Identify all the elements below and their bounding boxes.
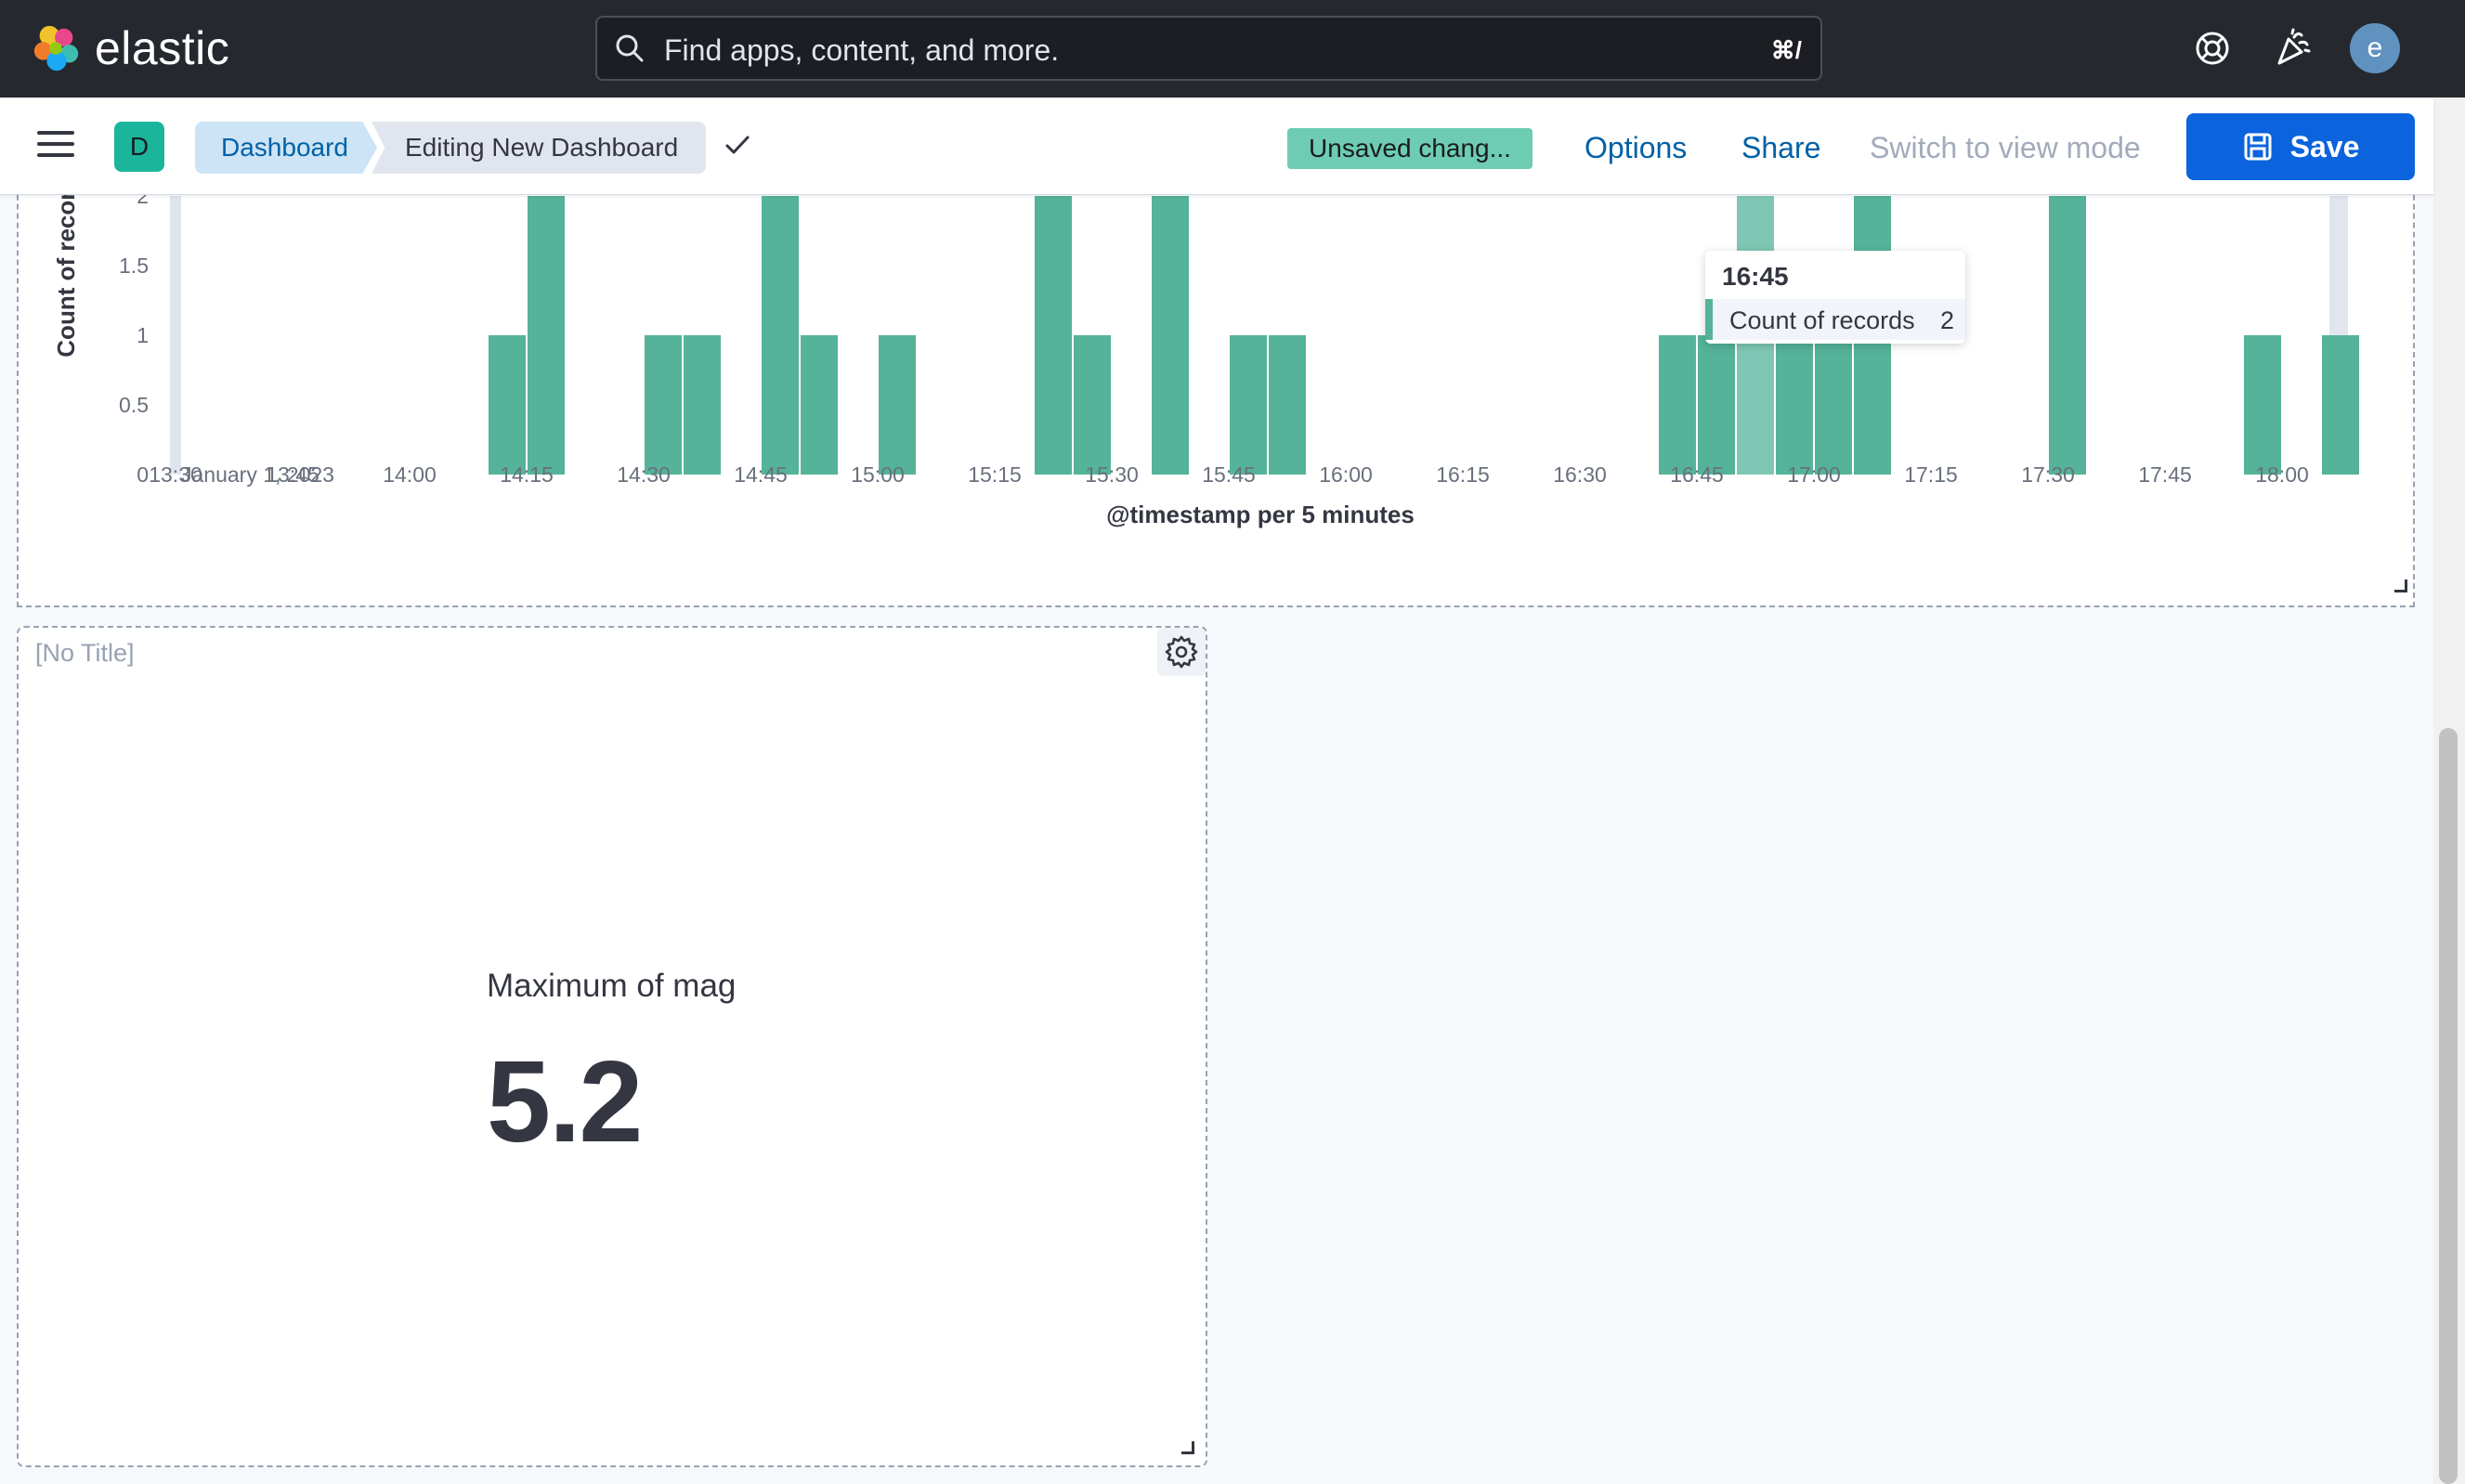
x-tick-label: 14:30	[617, 462, 671, 487]
space-avatar[interactable]: D	[114, 122, 164, 172]
global-search-input[interactable]: Find apps, content, and more. ⌘/	[595, 16, 1822, 81]
tooltip-value: 2	[1939, 306, 1954, 334]
x-tick-label: 15:00	[851, 462, 905, 487]
chart-bar	[801, 335, 838, 475]
x-tick-label: 16:30	[1553, 462, 1607, 487]
chart-bar	[1074, 335, 1111, 475]
x-tick-label: 15:45	[1202, 462, 1256, 487]
x-tick-label: 17:00	[1787, 462, 1841, 487]
panel-options-button[interactable]	[1157, 628, 1206, 676]
options-link[interactable]: Options	[1585, 131, 1688, 164]
chart-bar	[684, 335, 721, 475]
x-tick-label: 18:00	[2255, 462, 2309, 487]
chart-bar	[762, 196, 799, 475]
x-tick-label: 14:00	[383, 462, 437, 487]
save-button[interactable]: Save	[2186, 113, 2415, 180]
search-icon	[616, 34, 644, 62]
x-tick-label: 16:15	[1436, 462, 1490, 487]
x-tick-label: 13:30	[149, 462, 202, 487]
dashboard-toolbar: D Dashboard Editing New Dashboard Unsave…	[0, 98, 2433, 195]
gear-icon	[1165, 635, 1198, 669]
elastic-logo[interactable]: elastic	[30, 20, 229, 76]
user-avatar[interactable]: e	[2350, 23, 2400, 73]
breadcrumb-current: Editing New Dashboard	[372, 122, 706, 174]
save-icon	[2244, 133, 2272, 161]
newsfeed-icon[interactable]	[2268, 24, 2316, 72]
tooltip-title: 16:45	[1722, 262, 1789, 291]
chart-bar	[1815, 335, 1852, 475]
histogram-panel[interactable]: 0 0.5 1 1.5 2 13:30 January 1, 2023 13:45 14:00 1…	[17, 130, 2415, 607]
x-tick-label: January 1, 2023	[181, 462, 334, 487]
chart-bar	[528, 196, 565, 475]
x-tick-label: 15:30	[1085, 462, 1139, 487]
save-label: Save	[2289, 129, 2360, 163]
y-tick-label: 0.5	[119, 393, 149, 417]
tooltip-label: Count of records	[1729, 306, 1915, 334]
x-tick-label: 17:30	[2021, 462, 2075, 487]
search-shortcut: ⌘/	[1770, 36, 1802, 64]
logo-text: elastic	[95, 22, 230, 74]
breadcrumb-dashboard[interactable]: Dashboard	[195, 122, 377, 174]
chart-bar	[1035, 196, 1072, 475]
chart-tooltip: 16:45 Count of records 2	[1705, 251, 1965, 344]
global-header: elastic Find apps, content, and more. ⌘/…	[0, 0, 2465, 98]
chart-bar	[2322, 335, 2359, 475]
share-link[interactable]: Share	[1741, 131, 1821, 164]
metric-value: 5.2	[487, 1038, 643, 1166]
x-tick-label: 14:45	[734, 462, 788, 487]
page-scrollbar-thumb[interactable]	[2439, 728, 2458, 1484]
metric-panel[interactable]: [No Title] Maximum of mag 5.2	[17, 626, 1207, 1467]
chart-bar	[645, 335, 682, 475]
chart-bar	[1269, 335, 1306, 475]
y-tick-label: 1.5	[119, 254, 149, 278]
x-tick-label: 14:15	[500, 462, 554, 487]
x-tick-label: 16:45	[1670, 462, 1724, 487]
chart-bar	[489, 335, 526, 475]
x-tick-label: 15:15	[968, 462, 1022, 487]
x-tick-label: 13:45	[266, 462, 320, 487]
metric-label: Maximum of mag	[487, 968, 737, 1004]
y-tick-label: 1	[137, 323, 149, 347]
x-tick-label: 17:45	[2138, 462, 2192, 487]
y-tick-label: 0	[137, 462, 149, 487]
elastic-logo-icon	[33, 25, 79, 72]
panel-resize-handle[interactable]	[1181, 1441, 1194, 1454]
chart-bar	[2049, 196, 2086, 475]
help-icon[interactable]	[2188, 24, 2237, 72]
chart-bar	[2244, 335, 2281, 475]
chart-bar	[879, 335, 916, 475]
switch-to-view-mode-link[interactable]: Switch to view mode	[1870, 131, 2141, 164]
x-axis-title: @timestamp per 5 minutes	[1106, 501, 1415, 528]
panel-title: [No Title]	[35, 639, 135, 667]
chart-bar	[1698, 335, 1735, 475]
plot-left-edge	[170, 196, 181, 475]
panel-resize-handle[interactable]	[2394, 579, 2407, 592]
search-placeholder: Find apps, content, and more.	[664, 33, 1060, 67]
chart-bar	[1230, 335, 1267, 475]
hamburger-menu-icon[interactable]	[37, 131, 74, 161]
unsaved-changes-badge[interactable]: Unsaved chang...	[1287, 128, 1532, 169]
tooltip-row: Count of records 2	[1705, 299, 1965, 340]
x-tick-label: 17:15	[1904, 462, 1958, 487]
chart-bar	[1659, 335, 1696, 475]
x-tick-label: 16:00	[1319, 462, 1373, 487]
y-axis-title: Count of records	[52, 163, 80, 357]
chart-bar	[1776, 335, 1813, 475]
checkmark-icon[interactable]	[723, 130, 752, 160]
chart-bar	[1152, 196, 1189, 475]
